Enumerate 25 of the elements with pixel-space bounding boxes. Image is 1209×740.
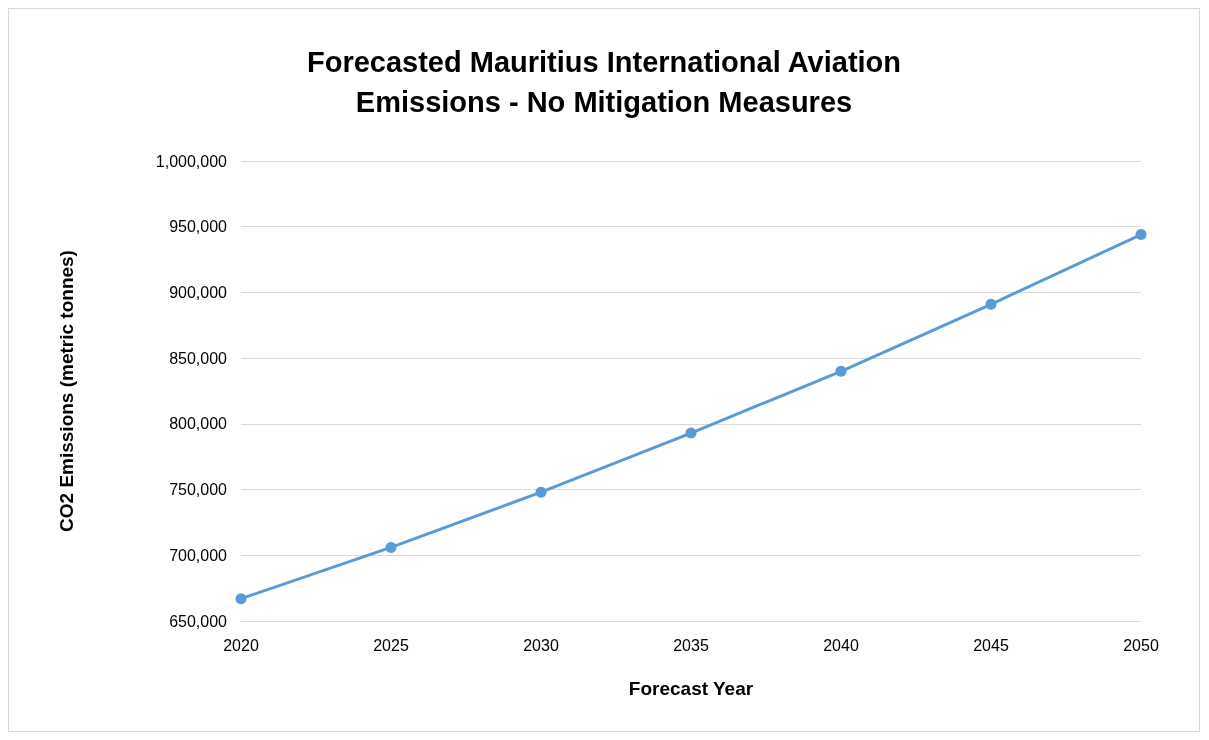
y-tick-label: 850,000 xyxy=(169,349,228,367)
y-tick-label: 900,000 xyxy=(169,283,228,301)
y-axis-title: CO2 Emissions (metric tonnes) xyxy=(56,250,77,532)
x-tick-label: 2040 xyxy=(823,636,859,654)
y-tick-label: 650,000 xyxy=(169,612,228,630)
y-tick-label: 950,000 xyxy=(169,218,228,236)
point xyxy=(235,593,247,605)
point xyxy=(1135,229,1147,241)
x-tick-label: 2025 xyxy=(373,636,409,654)
x-tick-label: 2030 xyxy=(523,636,559,654)
point xyxy=(835,365,847,377)
point xyxy=(985,298,997,310)
x-tick-label: 2020 xyxy=(223,636,259,654)
chart-title: Forecasted Mauritius International Aviation Emissions - No Mitigation Measures xyxy=(306,46,902,118)
y-tick-label: 1,000,000 xyxy=(155,152,228,170)
y-tick-label: 800,000 xyxy=(169,415,228,433)
point xyxy=(385,541,397,553)
point xyxy=(535,486,547,498)
y-tick-label: 750,000 xyxy=(169,481,228,499)
point xyxy=(685,427,697,439)
y-tick-label: 700,000 xyxy=(169,546,228,564)
x-axis-title: Forecast Year xyxy=(628,678,754,699)
x-tick-label: 2045 xyxy=(973,636,1009,654)
x-tick-label: 2035 xyxy=(673,636,709,654)
x-tick-label: 2050 xyxy=(1123,636,1159,654)
